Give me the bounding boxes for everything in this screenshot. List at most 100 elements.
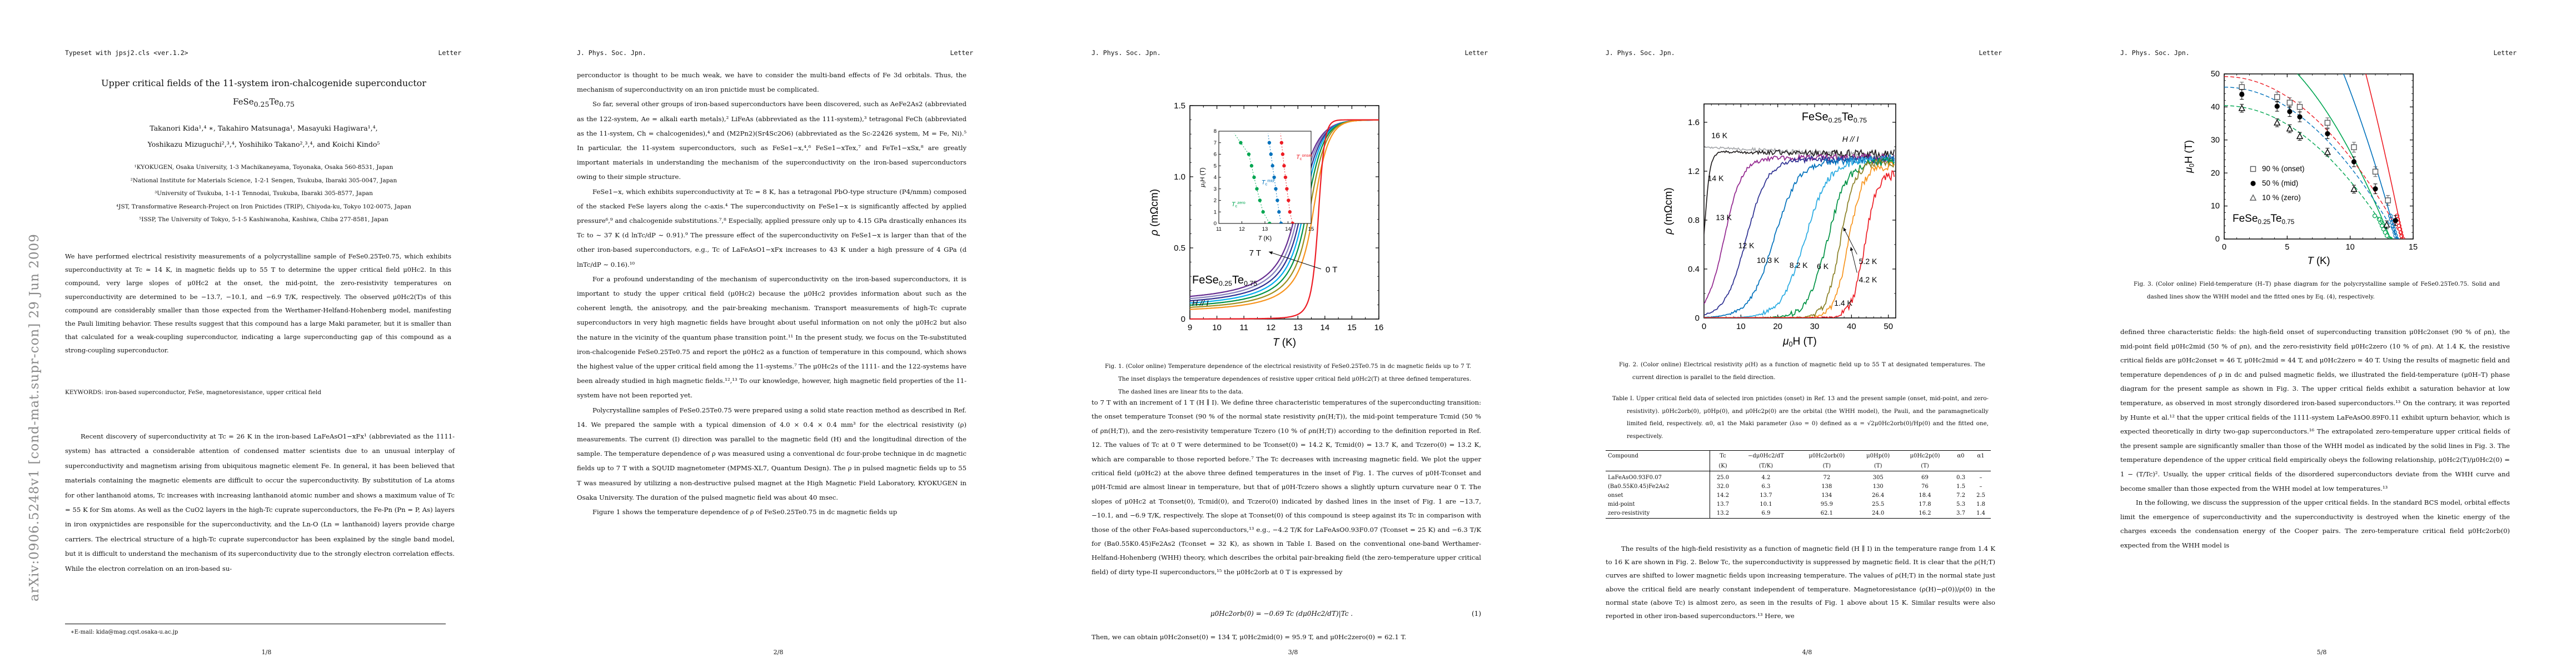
svg-text:6: 6: [1214, 152, 1217, 158]
table-cell: 6.9: [1761, 510, 1771, 516]
table-col-unit: (T/K): [1735, 461, 1797, 471]
table-cell: 1.4: [1976, 510, 1985, 516]
body-text: defined three characteristic fields: the…: [2120, 325, 2510, 553]
equation-1: μ0Hc2orb(0) = −0.69 Tc (dμ0Hc2/dT)|Tc . …: [1092, 610, 1481, 618]
table-cell: –: [1979, 484, 1982, 490]
table-1-upper-critical-field-data: Compound Tc −dμ0Hc2/dT μ0Hc2orb(0) μ0Hp(0) μ0…: [1606, 450, 1991, 519]
table-cell: 25.0: [1716, 475, 1730, 481]
table-cell: 6.3: [1761, 484, 1771, 490]
fig1-inset-point-Tc_onset: [1291, 221, 1294, 223]
svg-text:T (K): T (K): [1258, 235, 1272, 242]
svg-text:T (K): T (K): [2307, 255, 2330, 266]
table-row: (Ba0.55K0.45)Fe2As2 32.0 6.3 138 130 76 1.5 –: [1606, 482, 1991, 491]
fig3-svg: 0 5 10 15 0 10 20 30 40 50 T (K) μ0H (T) 90 % (onset…: [2183, 70, 2418, 266]
svg-text:5: 5: [1214, 163, 1217, 169]
paragraph: For a profound understanding of the mech…: [577, 275, 966, 400]
arxiv-stamp: arXiv:0906.5248v1 [cond-mat.supr-con] 29…: [27, 233, 42, 601]
affiliation: ⁵ISSP, The University of Tokyo, 5-1-5 Ka…: [139, 216, 388, 223]
paragraph: defined three characteristic fields: the…: [2120, 328, 2510, 492]
svg-text:13: 13: [1262, 226, 1268, 232]
table-cell: 2.5: [1976, 492, 1985, 499]
table-cell: 4.2: [1761, 475, 1771, 481]
svg-text:0.8: 0.8: [1688, 216, 1700, 225]
table-cell: 13.2: [1716, 510, 1730, 516]
keywords: KEYWORDS: iron-based superconductor, FeS…: [65, 389, 321, 396]
table-cell: onset: [1606, 491, 1711, 500]
fig2-curve-12K: [1704, 155, 1895, 316]
svg-text:10.3 K: 10.3 K: [1757, 256, 1780, 265]
fig3-dc-point: [2376, 217, 2381, 222]
fig1-inset-point-Tc_mid: [1277, 210, 1281, 214]
fig1-inset-point-Tc_onset: [1280, 152, 1285, 156]
svg-text:ρ (mΩcm): ρ (mΩcm): [1149, 189, 1160, 236]
fig1-inset-point-Tc_onset: [1287, 198, 1291, 202]
svg-text:1.2: 1.2: [1688, 167, 1700, 176]
fig1-inset-point-Tc_zero: [1252, 175, 1256, 180]
fig3-sample-label: FeSe0.25Te0.75: [2233, 213, 2295, 226]
svg-text:2: 2: [1214, 198, 1217, 204]
fig3-legend-item: 50 % (mid): [2262, 179, 2298, 187]
svg-text:11: 11: [1239, 323, 1248, 332]
figure-2-resistivity-vs-field: 0 10 20 30 40 50 0 0.4 0.8 1.2 1.6 μ0H (T) ρ (mΩcm) 1…: [1648, 96, 1962, 351]
authors: Takanori Kida¹,⁴ ∗, Takahiro Matsunaga¹,…: [49, 120, 478, 152]
svg-text:6 K: 6 K: [1817, 262, 1829, 271]
table-col-unit: [1606, 461, 1711, 471]
paragraph: The results of the high-field resistivit…: [1606, 545, 1995, 620]
table-cell: 25.5: [1872, 501, 1885, 507]
affiliations: ¹KYOKUGEN, Osaka University, 1-3 Machika…: [77, 161, 450, 227]
table-row: LaFeAsO0.93F0.07 25.0 4.2 72 305 69 0.3 –: [1606, 471, 1991, 482]
svg-text:7: 7: [1214, 140, 1217, 146]
header-right: Letter: [2493, 49, 2517, 57]
table-cell: 5.3: [1956, 501, 1966, 507]
page-number: 3/8: [1288, 649, 1298, 656]
header-left: J. Phys. Soc. Jpn.: [577, 49, 646, 57]
svg-text:30: 30: [1810, 322, 1820, 331]
table-cell: 14.2: [1716, 492, 1730, 499]
table-cell: 24.0: [1872, 510, 1885, 516]
page-2: J. Phys. Soc. Jpn. Letter perconductor i…: [528, 0, 1029, 667]
svg-text:1: 1: [1214, 209, 1217, 215]
fig2-curve-14K: [1704, 148, 1895, 235]
table-cell: zero-resistivity: [1606, 509, 1711, 518]
paragraph: FeSe1−x, which exhibits superconductivit…: [577, 187, 966, 268]
table-cell: 13.7: [1760, 492, 1772, 499]
fig3-dc-point: [2388, 213, 2393, 218]
body-text: perconductor is thought to be much weak,…: [577, 68, 966, 519]
svg-text:Tczero: Tczero: [1232, 200, 1245, 208]
fig3-legend-item: 10 % (zero): [2262, 193, 2301, 202]
table-col-unit: (T): [1899, 461, 1951, 471]
fig3-whh-zero_whh: [2297, 74, 2391, 239]
table-1-caption: Table I. Upper critical field data of se…: [1612, 395, 1989, 440]
body-text: Recent discovery of superconductivity at…: [65, 429, 455, 576]
table-row: mid-point 13.7 10.1 95.9 25.5 17.8 5.3 1.8: [1606, 500, 1991, 509]
svg-text:15: 15: [1308, 226, 1314, 232]
table-col-unit: (K): [1710, 461, 1736, 471]
email-footnote: ∗E-mail: kida@mag.cqst.osaka-u.ac.jp: [71, 629, 178, 635]
table-col-header: α0: [1957, 452, 1965, 459]
table-cell: 3.7: [1956, 510, 1966, 516]
svg-text:15: 15: [1347, 323, 1357, 332]
fig1-curve-0T: [1190, 119, 1379, 320]
table-cell: 72: [1823, 475, 1831, 481]
svg-text:ρ (mΩcm): ρ (mΩcm): [1663, 187, 1675, 235]
fig2-curve-82K: [1704, 153, 1895, 318]
body-text: The results of the high-field resistivit…: [1606, 542, 1995, 623]
paper-title: Upper critical fields of the 11-system i…: [101, 78, 426, 88]
svg-text:0: 0: [2222, 243, 2226, 252]
header-left: Typeset with jpsj2.cls <ver.1.2>: [65, 49, 188, 57]
affiliation: ²National Institute for Materials Scienc…: [130, 177, 397, 184]
table-cell: (Ba0.55K0.45)Fe2As2: [1606, 482, 1711, 491]
fig1-inset-point-Tc_onset: [1288, 210, 1292, 214]
svg-text:40: 40: [2211, 103, 2220, 112]
header-left: J. Phys. Soc. Jpn.: [2120, 49, 2190, 57]
svg-text:14: 14: [1321, 323, 1330, 332]
affiliation: ¹KYOKUGEN, Osaka University, 1-3 Machika…: [134, 164, 393, 171]
svg-text:10: 10: [1212, 323, 1222, 332]
fig1-inset-point-Tc_zero: [1261, 210, 1265, 214]
fig1-inset-point-Tc_mid: [1274, 187, 1278, 191]
page-header: J. Phys. Soc. Jpn. Letter: [577, 49, 973, 57]
page-5: J. Phys. Soc. Jpn. Letter 0 5 10 15 0 10 20 30 4…: [2071, 0, 2572, 667]
table-cell: 10.1: [1760, 501, 1772, 507]
fig1-sample-label: FeSe0.25Te0.75: [1192, 274, 1257, 287]
